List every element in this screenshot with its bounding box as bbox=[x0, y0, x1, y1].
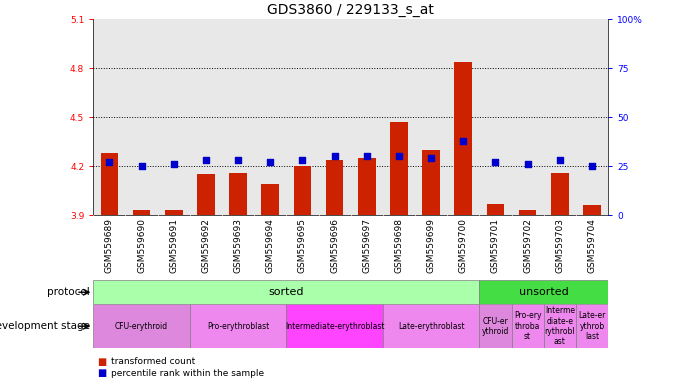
Text: Pro-erythroblast: Pro-erythroblast bbox=[207, 322, 269, 331]
Text: GSM559699: GSM559699 bbox=[426, 218, 435, 273]
Bar bbox=[544, 304, 576, 348]
Text: Intermediate-erythroblast: Intermediate-erythroblast bbox=[285, 322, 384, 331]
Text: GSM559689: GSM559689 bbox=[105, 218, 114, 273]
Text: protocol: protocol bbox=[47, 287, 90, 297]
Bar bbox=[261, 184, 279, 215]
Text: sorted: sorted bbox=[269, 287, 304, 297]
Bar bbox=[383, 304, 480, 348]
Point bbox=[329, 153, 340, 159]
Bar bbox=[93, 304, 190, 348]
Bar bbox=[383, 19, 415, 215]
Bar bbox=[480, 280, 608, 304]
Bar bbox=[133, 210, 151, 215]
Bar bbox=[325, 159, 343, 215]
Point bbox=[554, 157, 565, 163]
Point bbox=[426, 155, 437, 161]
Point bbox=[168, 161, 179, 167]
Text: GSM559702: GSM559702 bbox=[523, 218, 532, 273]
Text: Pro-ery
throba
st: Pro-ery throba st bbox=[514, 311, 541, 341]
Bar bbox=[100, 153, 118, 215]
Bar bbox=[319, 19, 351, 215]
Bar bbox=[190, 304, 286, 348]
Title: GDS3860 / 229133_s_at: GDS3860 / 229133_s_at bbox=[267, 3, 434, 17]
Point bbox=[265, 159, 276, 165]
Bar bbox=[455, 62, 472, 215]
Text: ■: ■ bbox=[97, 368, 106, 378]
Point bbox=[361, 153, 372, 159]
Bar bbox=[190, 19, 222, 215]
Text: GSM559704: GSM559704 bbox=[587, 218, 596, 273]
Bar bbox=[165, 210, 182, 215]
Text: unsorted: unsorted bbox=[519, 287, 569, 297]
Bar bbox=[544, 19, 576, 215]
Point bbox=[457, 137, 468, 144]
Text: transformed count: transformed count bbox=[111, 357, 195, 366]
Text: Late-er
ythrob
last: Late-er ythrob last bbox=[578, 311, 606, 341]
Point bbox=[233, 157, 244, 163]
Bar bbox=[351, 19, 383, 215]
Bar bbox=[358, 158, 376, 215]
Text: Interme
diate-e
rythrobl
ast: Interme diate-e rythrobl ast bbox=[545, 306, 575, 346]
Bar bbox=[422, 150, 440, 215]
Bar bbox=[447, 19, 480, 215]
Text: Late-erythroblast: Late-erythroblast bbox=[398, 322, 464, 331]
Text: development stage: development stage bbox=[0, 321, 90, 331]
Point bbox=[522, 161, 533, 167]
Bar bbox=[158, 19, 190, 215]
Bar bbox=[480, 19, 511, 215]
Bar bbox=[229, 172, 247, 215]
Bar bbox=[576, 19, 608, 215]
Bar bbox=[390, 122, 408, 215]
Text: CFU-er
ythroid: CFU-er ythroid bbox=[482, 316, 509, 336]
Point bbox=[587, 163, 598, 169]
Bar bbox=[511, 304, 544, 348]
Bar bbox=[480, 304, 511, 348]
Bar bbox=[93, 280, 480, 304]
Point bbox=[490, 159, 501, 165]
Bar bbox=[551, 172, 569, 215]
Text: GSM559697: GSM559697 bbox=[362, 218, 371, 273]
Text: GSM559698: GSM559698 bbox=[395, 218, 404, 273]
Point bbox=[200, 157, 211, 163]
Point bbox=[393, 153, 404, 159]
Point bbox=[104, 159, 115, 165]
Bar bbox=[222, 19, 254, 215]
Bar bbox=[511, 19, 544, 215]
Bar bbox=[576, 304, 608, 348]
Text: GSM559696: GSM559696 bbox=[330, 218, 339, 273]
Text: GSM559691: GSM559691 bbox=[169, 218, 178, 273]
Point bbox=[136, 163, 147, 169]
Text: CFU-erythroid: CFU-erythroid bbox=[115, 322, 168, 331]
Bar bbox=[415, 19, 447, 215]
Bar bbox=[197, 174, 215, 215]
Text: GSM559695: GSM559695 bbox=[298, 218, 307, 273]
Bar bbox=[254, 19, 286, 215]
Point bbox=[297, 157, 308, 163]
Bar bbox=[93, 19, 126, 215]
Text: GSM559700: GSM559700 bbox=[459, 218, 468, 273]
Text: GSM559690: GSM559690 bbox=[137, 218, 146, 273]
Text: percentile rank within the sample: percentile rank within the sample bbox=[111, 369, 264, 378]
Bar bbox=[583, 205, 601, 215]
Text: GSM559692: GSM559692 bbox=[201, 218, 210, 273]
Bar bbox=[286, 19, 319, 215]
Bar bbox=[286, 304, 383, 348]
Text: GSM559703: GSM559703 bbox=[556, 218, 565, 273]
Bar bbox=[519, 210, 536, 215]
Bar bbox=[294, 166, 311, 215]
Bar bbox=[486, 204, 504, 215]
Text: GSM559701: GSM559701 bbox=[491, 218, 500, 273]
Text: GSM559694: GSM559694 bbox=[266, 218, 275, 273]
Bar bbox=[126, 19, 158, 215]
Text: GSM559693: GSM559693 bbox=[234, 218, 243, 273]
Text: ■: ■ bbox=[97, 357, 106, 367]
